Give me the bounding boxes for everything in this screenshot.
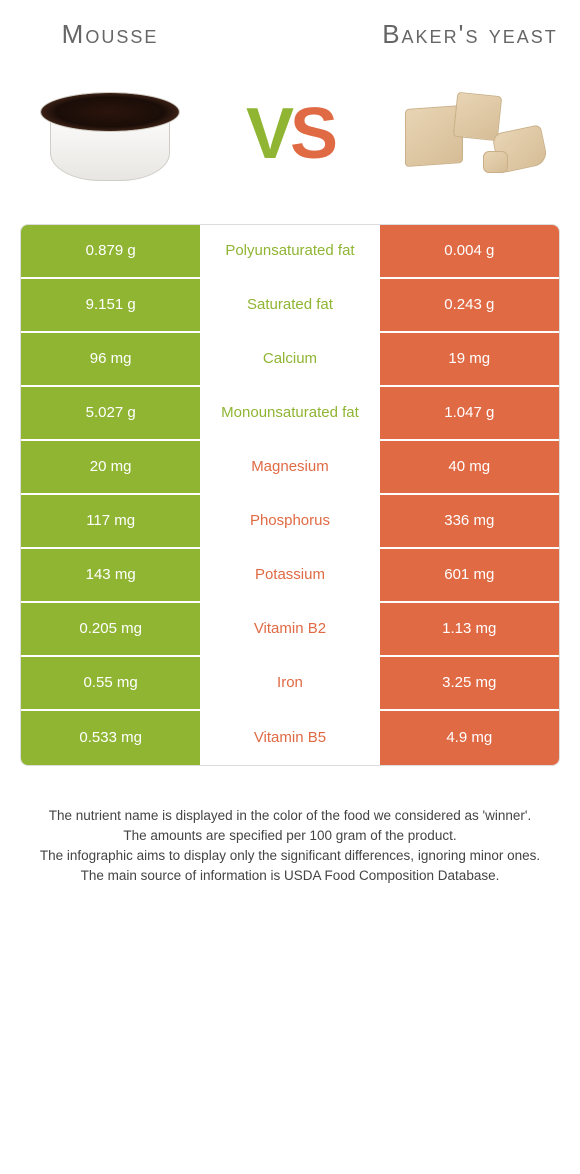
header-labels: Mousse Baker's yeast <box>20 20 560 49</box>
table-row: 5.027 gMonounsaturated fat1.047 g <box>21 387 559 441</box>
right-value: 1.13 mg <box>380 603 559 655</box>
table-row: 0.55 mgIron3.25 mg <box>21 657 559 711</box>
right-value: 19 mg <box>380 333 559 385</box>
right-value: 0.243 g <box>380 279 559 331</box>
right-value: 0.004 g <box>380 225 559 277</box>
left-value: 117 mg <box>21 495 200 547</box>
nutrient-name: Phosphorus <box>200 495 379 547</box>
nutrient-name: Calcium <box>200 333 379 385</box>
table-row: 9.151 gSaturated fat0.243 g <box>21 279 559 333</box>
vs-letter-s: S <box>290 94 334 174</box>
table-row: 0.533 mgVitamin B54.9 mg <box>21 711 559 765</box>
left-value: 0.205 mg <box>21 603 200 655</box>
table-row: 117 mgPhosphorus336 mg <box>21 495 559 549</box>
nutrient-name: Potassium <box>200 549 379 601</box>
comparison-table: 0.879 gPolyunsaturated fat0.004 g9.151 g… <box>20 224 560 766</box>
left-value: 0.533 mg <box>21 711 200 765</box>
right-value: 1.047 g <box>380 387 559 439</box>
right-value: 4.9 mg <box>380 711 559 765</box>
nutrient-name: Vitamin B2 <box>200 603 379 655</box>
table-row: 143 mgPotassium601 mg <box>21 549 559 603</box>
left-value: 143 mg <box>21 549 200 601</box>
left-value: 0.879 g <box>21 225 200 277</box>
nutrient-name: Magnesium <box>200 441 379 493</box>
nutrient-name: Vitamin B5 <box>200 711 379 765</box>
right-value: 3.25 mg <box>380 657 559 709</box>
nutrient-name: Iron <box>200 657 379 709</box>
left-value: 20 mg <box>21 441 200 493</box>
right-value: 601 mg <box>380 549 559 601</box>
left-value: 9.151 g <box>21 279 200 331</box>
table-row: 0.205 mgVitamin B21.13 mg <box>21 603 559 657</box>
left-value: 5.027 g <box>21 387 200 439</box>
table-row: 96 mgCalcium19 mg <box>21 333 559 387</box>
nutrient-name: Saturated fat <box>200 279 379 331</box>
right-value: 40 mg <box>380 441 559 493</box>
left-value: 0.55 mg <box>21 657 200 709</box>
vs-letter-v: V <box>246 94 290 174</box>
infographic-container: Mousse Baker's yeast VS 0.879 gPolyunsat… <box>0 0 580 917</box>
table-row: 20 mgMagnesium40 mg <box>21 441 559 495</box>
vs-label: VS <box>246 93 334 175</box>
left-food-label: Mousse <box>20 20 200 49</box>
images-row: VS <box>20 69 560 199</box>
nutrient-name: Polyunsaturated fat <box>200 225 379 277</box>
nutrient-name: Monounsaturated fat <box>200 387 379 439</box>
footer-line: The infographic aims to display only the… <box>30 846 550 866</box>
right-value: 336 mg <box>380 495 559 547</box>
footer-notes: The nutrient name is displayed in the co… <box>20 806 560 887</box>
yeast-image <box>380 69 560 199</box>
footer-line: The nutrient name is displayed in the co… <box>30 806 550 826</box>
footer-line: The main source of information is USDA F… <box>30 866 550 886</box>
table-row: 0.879 gPolyunsaturated fat0.004 g <box>21 225 559 279</box>
left-value: 96 mg <box>21 333 200 385</box>
right-food-label: Baker's yeast <box>380 20 560 49</box>
footer-line: The amounts are specified per 100 gram o… <box>30 826 550 846</box>
mousse-image <box>20 69 200 199</box>
